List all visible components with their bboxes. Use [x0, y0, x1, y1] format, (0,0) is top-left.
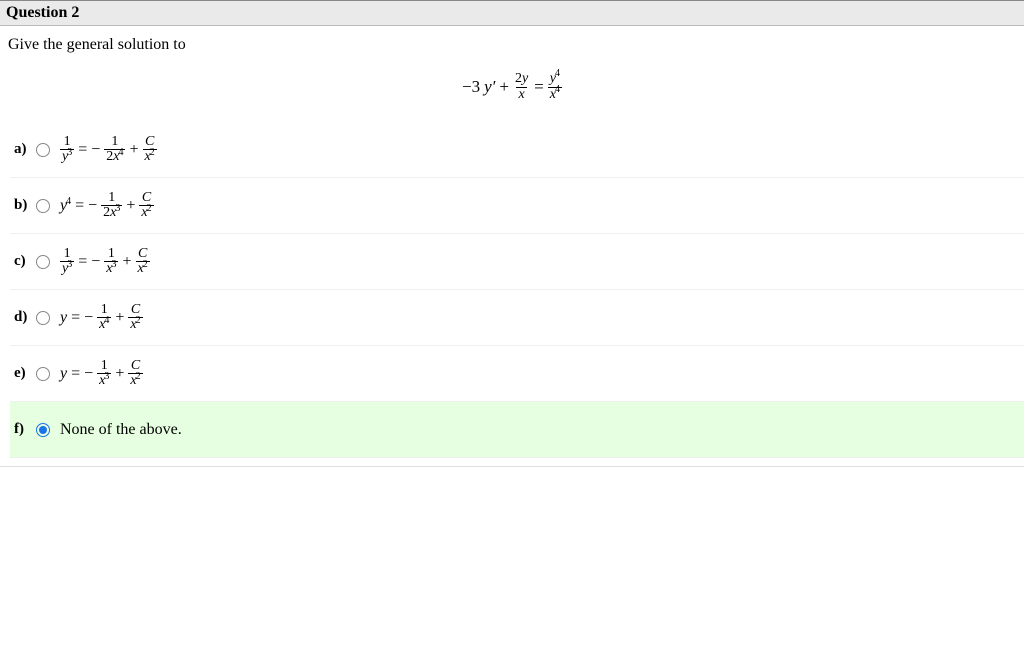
option-d-content: y = − 1 x4 + C x2 [60, 303, 143, 333]
option-e[interactable]: e) y = − 1 x3 + C x2 [10, 346, 1024, 402]
option-b-label: b) [14, 197, 36, 214]
option-f-radio[interactable] [36, 423, 50, 437]
question-prompt: Give the general solution to [0, 26, 1024, 58]
option-f-content: None of the above. [60, 421, 182, 439]
equation-frac-1: 2y x [513, 72, 530, 102]
option-e-radio[interactable] [36, 367, 50, 381]
option-e-label: e) [14, 365, 36, 382]
option-a-label: a) [14, 141, 36, 158]
option-b-content: y4 = − 1 2x3 + C x2 [60, 191, 154, 221]
option-d[interactable]: d) y = − 1 x4 + C x2 [10, 290, 1024, 346]
option-c-content: 1 y3 = − 1 x3 + C x2 [60, 247, 150, 277]
option-c-label: c) [14, 253, 36, 270]
option-f[interactable]: f) None of the above. [10, 402, 1024, 458]
option-e-content: y = − 1 x3 + C x2 [60, 359, 143, 389]
options-list: a) 1 y3 = − 1 2x4 + C x2 b) y4 = − [0, 122, 1024, 458]
option-a-content: 1 y3 = − 1 2x4 + C x2 [60, 135, 157, 165]
option-d-label: d) [14, 309, 36, 326]
option-a-radio[interactable] [36, 143, 50, 157]
option-b[interactable]: b) y4 = − 1 2x3 + C x2 [10, 178, 1024, 234]
equation-display: −3y′ + 2y x = y4 x4 [0, 58, 1024, 122]
option-c[interactable]: c) 1 y3 = − 1 x3 + C x2 [10, 234, 1024, 290]
option-c-radio[interactable] [36, 255, 50, 269]
footer-divider [0, 466, 1024, 470]
option-d-radio[interactable] [36, 311, 50, 325]
option-f-label: f) [14, 421, 36, 438]
option-b-radio[interactable] [36, 199, 50, 213]
equation-frac-2: y4 x4 [548, 72, 562, 102]
option-a[interactable]: a) 1 y3 = − 1 2x4 + C x2 [10, 122, 1024, 178]
question-header: Question 2 [0, 0, 1024, 26]
question-number: Question 2 [6, 4, 79, 21]
